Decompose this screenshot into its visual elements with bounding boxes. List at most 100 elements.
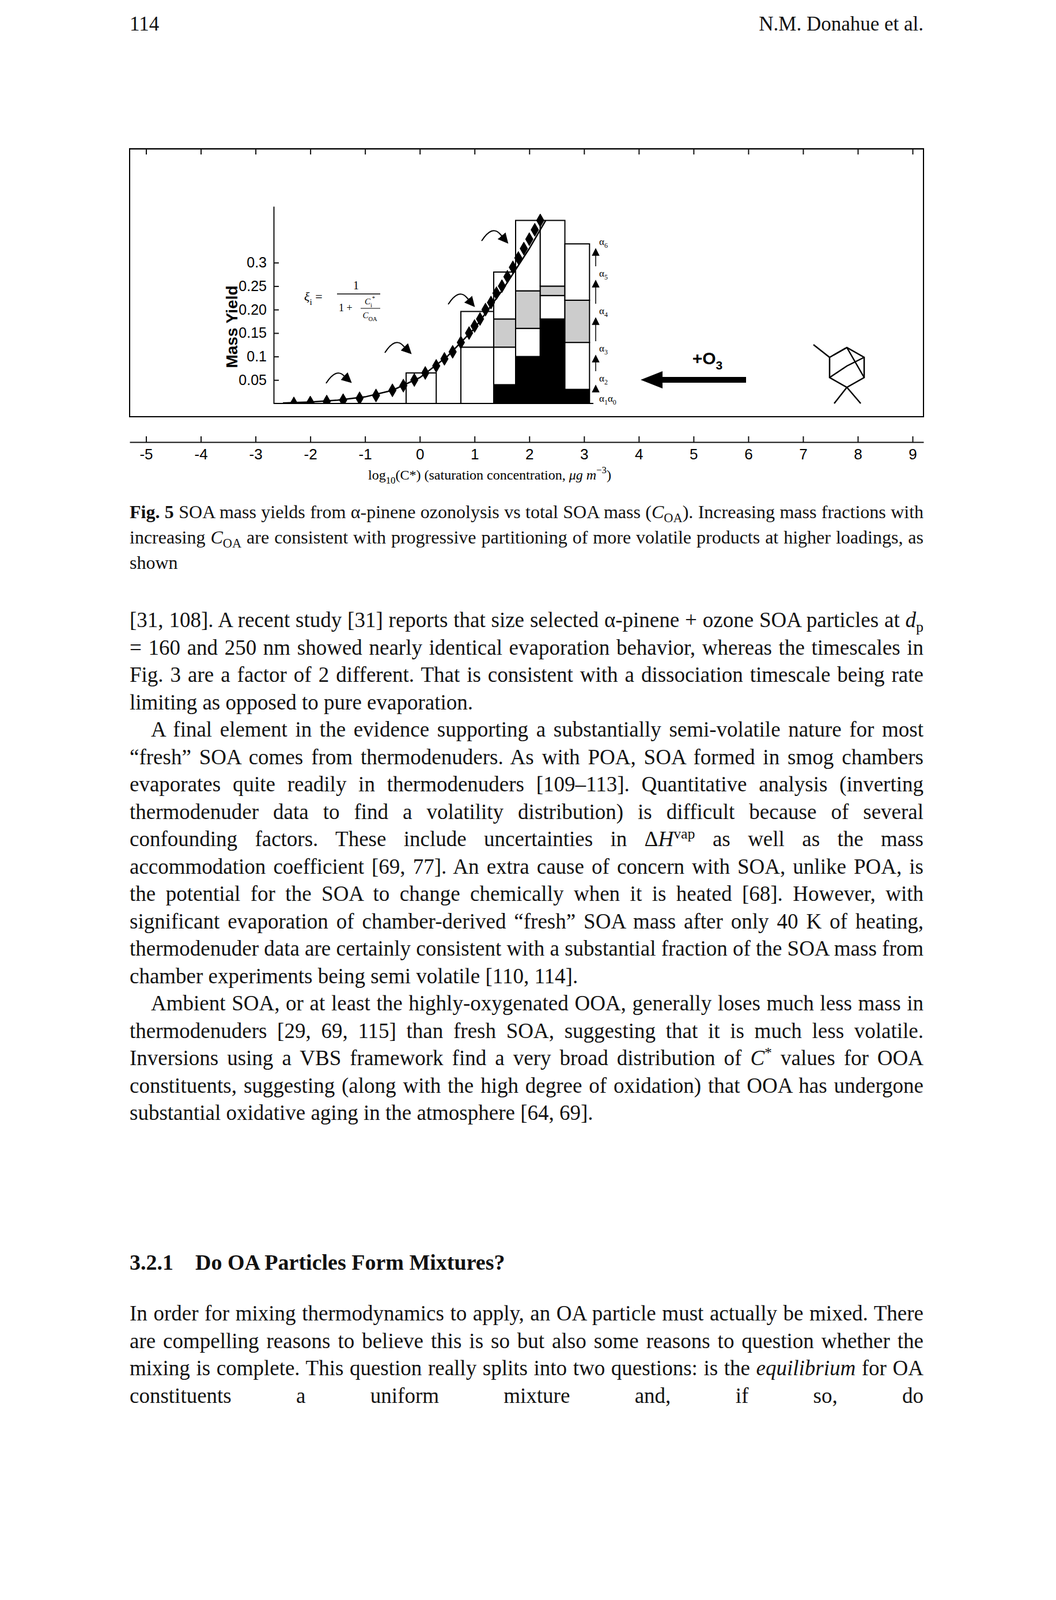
bar-segment xyxy=(540,295,566,320)
text-run: OA xyxy=(368,315,378,323)
tick-mark xyxy=(200,436,202,442)
data-point xyxy=(372,388,380,403)
alpha-label: α4 xyxy=(599,305,608,319)
alpha-span xyxy=(595,356,597,372)
section-number: 3.2.1 xyxy=(129,1249,174,1274)
tick-label: 0.05 xyxy=(238,371,267,388)
tick-label: 1 xyxy=(470,445,479,463)
tick-mark xyxy=(273,379,279,381)
running-head: N.M. Donahue et al. xyxy=(758,12,924,36)
data-point xyxy=(531,222,539,237)
tick xyxy=(857,148,859,155)
text-run: C xyxy=(210,526,223,548)
tick-label: 5 xyxy=(689,445,698,463)
bar-segment xyxy=(460,346,494,404)
tick: 6 xyxy=(744,436,753,463)
bridge xyxy=(829,347,865,378)
tick-mark xyxy=(419,436,421,442)
tick-mark xyxy=(747,148,749,155)
alpha-span xyxy=(595,318,597,342)
text-run: = xyxy=(312,289,323,304)
data-point xyxy=(465,326,473,340)
data-point xyxy=(290,396,298,404)
tick-label: 0 xyxy=(415,445,425,463)
curved-arrow xyxy=(326,372,351,384)
body-text-after: In order for mixing thermodynamics to ap… xyxy=(129,1299,924,1409)
tick: -4 xyxy=(194,436,208,463)
tick-label: -5 xyxy=(139,445,153,463)
tick-label: -4 xyxy=(194,445,208,463)
tick-mark xyxy=(911,436,914,442)
tick-label: -2 xyxy=(304,445,318,463)
figure: -5-4-3-2-10123456789log10(C*) (saturatio… xyxy=(0,0,1056,496)
tick xyxy=(201,148,202,155)
text-run: as well as the mass accommodation coeffi… xyxy=(129,826,924,988)
text-run: H xyxy=(657,826,674,851)
x-axis: -5-4-3-2-10123456789 xyxy=(130,436,925,463)
tick-mark xyxy=(583,148,585,155)
text-run: d xyxy=(905,607,917,632)
formula-ratio-denominator: COA xyxy=(362,310,378,323)
tick: -2 xyxy=(304,436,318,463)
axis-line xyxy=(130,441,925,444)
tick xyxy=(419,148,421,155)
tick-label: 0.15 xyxy=(238,324,267,341)
plot-marks xyxy=(282,213,590,404)
data-point xyxy=(503,270,512,284)
alpha-label: α1α0 xyxy=(599,392,617,407)
data-point xyxy=(388,383,397,397)
tick-label: -1 xyxy=(358,445,373,463)
tick xyxy=(365,148,366,155)
data-point xyxy=(421,366,430,380)
data-point xyxy=(498,279,506,293)
data-point xyxy=(492,286,501,300)
text-run: α xyxy=(599,305,605,317)
tick-mark xyxy=(273,262,279,264)
fraction-bar xyxy=(337,293,381,295)
text-run: OA xyxy=(222,535,242,551)
tick-label: 0.3 xyxy=(246,254,267,271)
tick xyxy=(912,148,914,155)
tick-mark xyxy=(474,436,476,442)
text-run: 3 xyxy=(716,358,724,372)
tick-mark xyxy=(583,436,585,442)
tick: 1 xyxy=(470,436,479,463)
curved-arrow xyxy=(384,342,411,353)
data-point xyxy=(487,296,495,310)
tick-mark xyxy=(474,148,476,155)
text-run: +O xyxy=(692,348,717,368)
alpha-label: α3 xyxy=(599,342,608,357)
text-run: 5 xyxy=(604,273,608,282)
paragraph: In order for mixing thermodynamics to ap… xyxy=(129,1299,924,1409)
tick-mark xyxy=(693,148,695,155)
tick-mark xyxy=(802,148,804,155)
reaction-arrow xyxy=(640,371,747,389)
tick-mark xyxy=(273,309,279,311)
tick-label: 2 xyxy=(525,445,534,463)
text-run: 3 xyxy=(604,347,608,357)
caption: Fig. 5 SOA mass yields from α-pinene ozo… xyxy=(129,498,924,575)
tick xyxy=(584,148,585,155)
text-run: * xyxy=(372,294,376,302)
paragraph: [31, 108]. A recent study [31] reports t… xyxy=(129,606,924,716)
tick-mark xyxy=(145,148,147,155)
data-point xyxy=(520,241,528,256)
tick-label: 3 xyxy=(580,445,589,463)
tick: 0 xyxy=(415,436,425,463)
alpha-span xyxy=(595,385,597,392)
tick-label: 4 xyxy=(634,445,643,463)
tick xyxy=(529,148,531,155)
tick: -3 xyxy=(249,436,263,463)
text-run: log xyxy=(368,467,386,483)
text-run: 0 xyxy=(612,398,617,407)
text-run: −3 xyxy=(596,464,607,476)
section-heading: 3.2.1 Do OA Particles Form Mixtures? xyxy=(129,1248,924,1275)
text-run: = 160 and 250 nm showed nearly identical… xyxy=(129,635,924,714)
tick-mark xyxy=(638,436,640,442)
bar-segment xyxy=(436,402,461,404)
data-point xyxy=(448,345,457,359)
body-text: [31, 108]. A recent study [31] reports t… xyxy=(129,606,924,1127)
text-run: * xyxy=(764,1043,772,1061)
tick-label: 9 xyxy=(908,445,917,463)
data-point xyxy=(410,373,419,387)
